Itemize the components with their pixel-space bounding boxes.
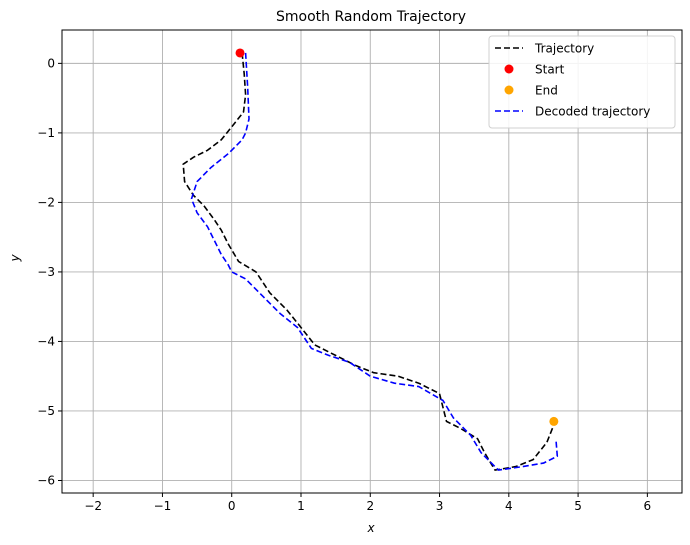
y-tick-label: −5 [37,404,55,418]
legend-box [488,35,676,129]
x-tick-label: 1 [297,499,305,513]
legend-marker-end [504,85,514,95]
x-tick-label: 6 [644,499,652,513]
x-tick-label: 2 [366,499,374,513]
legend-marker-start [504,64,514,74]
x-tick-label: 4 [505,499,513,513]
chart-title: Smooth Random Trajectory [276,9,466,25]
legend-label-end: End [535,84,558,98]
x-tick-label: 0 [228,499,236,513]
decoded-trajectory-line [190,52,559,471]
x-tick-label: −1 [154,499,172,513]
y-tick-label: −2 [37,195,55,209]
legend: Trajectory Start End Decoded trajectory [488,35,676,129]
start-point [235,48,245,58]
x-tick-label: −2 [84,499,102,513]
legend-label-start: Start [535,63,565,77]
y-axis-label: y [8,254,22,263]
x-tick-label: 3 [436,499,444,513]
legend-label-trajectory: Trajectory [534,42,594,56]
end-point [549,416,559,426]
plot-frame [61,29,683,494]
y-tick-label: −6 [37,473,55,487]
tick-layer: −2 −1 0 1 2 3 4 5 6 0 −1 −2 −3 −4 −5 −6 [37,56,651,513]
y-tick-label: −1 [37,126,55,140]
legend-label-decoded-trajectory: Decoded trajectory [535,105,650,119]
trajectory-line [182,52,555,471]
y-tick-label: −4 [37,334,55,348]
y-tick-label: −3 [37,265,55,279]
x-axis-label: x [366,521,375,535]
y-tick-label: 0 [47,56,55,70]
grid-layer [62,30,682,493]
series-layer [182,48,559,471]
x-tick-label: 5 [574,499,582,513]
